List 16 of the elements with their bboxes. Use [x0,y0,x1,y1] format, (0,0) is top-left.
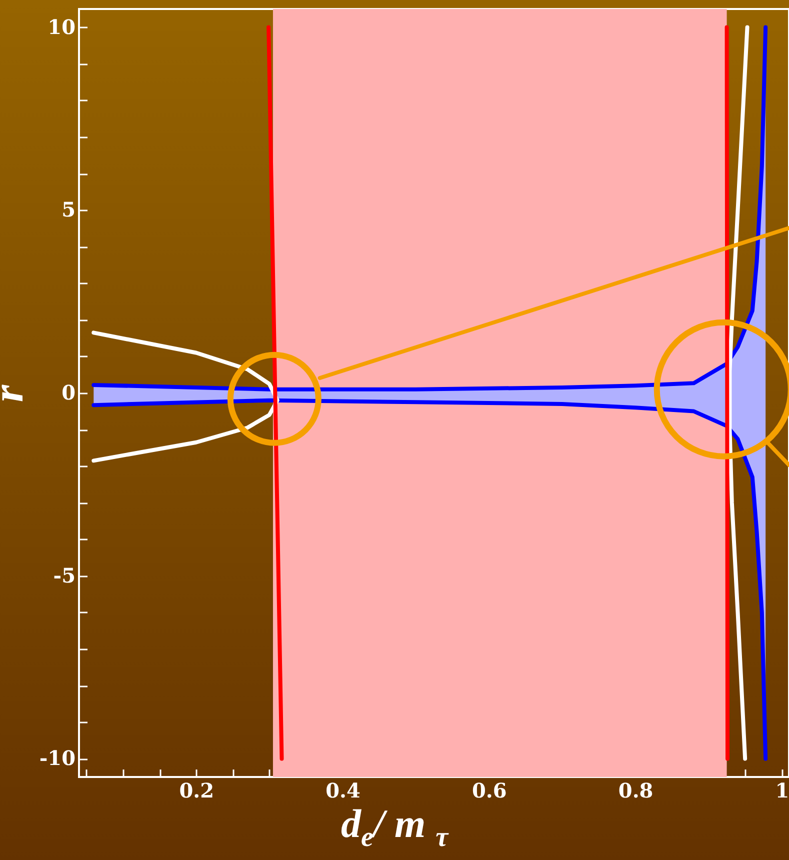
y-tick-label: 10 [48,14,76,39]
x-tick-label: 0.6 [472,778,507,802]
x-tick-label: 0.8 [618,778,654,802]
y-tick-label: -5 [53,563,76,588]
line-series [92,25,768,392]
x-tick-label: 0.2 [179,778,214,802]
x-tick-label: 0.4 [326,778,360,802]
line-series [92,398,768,761]
x-tick-label: 1 [775,778,789,802]
y-tick-label: 0 [62,380,76,404]
x-axis-title: d$_{e}$/ m $_{τ}$ [340,801,448,853]
line-series [92,330,280,463]
line-series [728,25,750,761]
y-tick-label: -10 [39,746,76,770]
y-tick-label: 5 [62,198,76,222]
y-axis-title: r [0,384,32,402]
